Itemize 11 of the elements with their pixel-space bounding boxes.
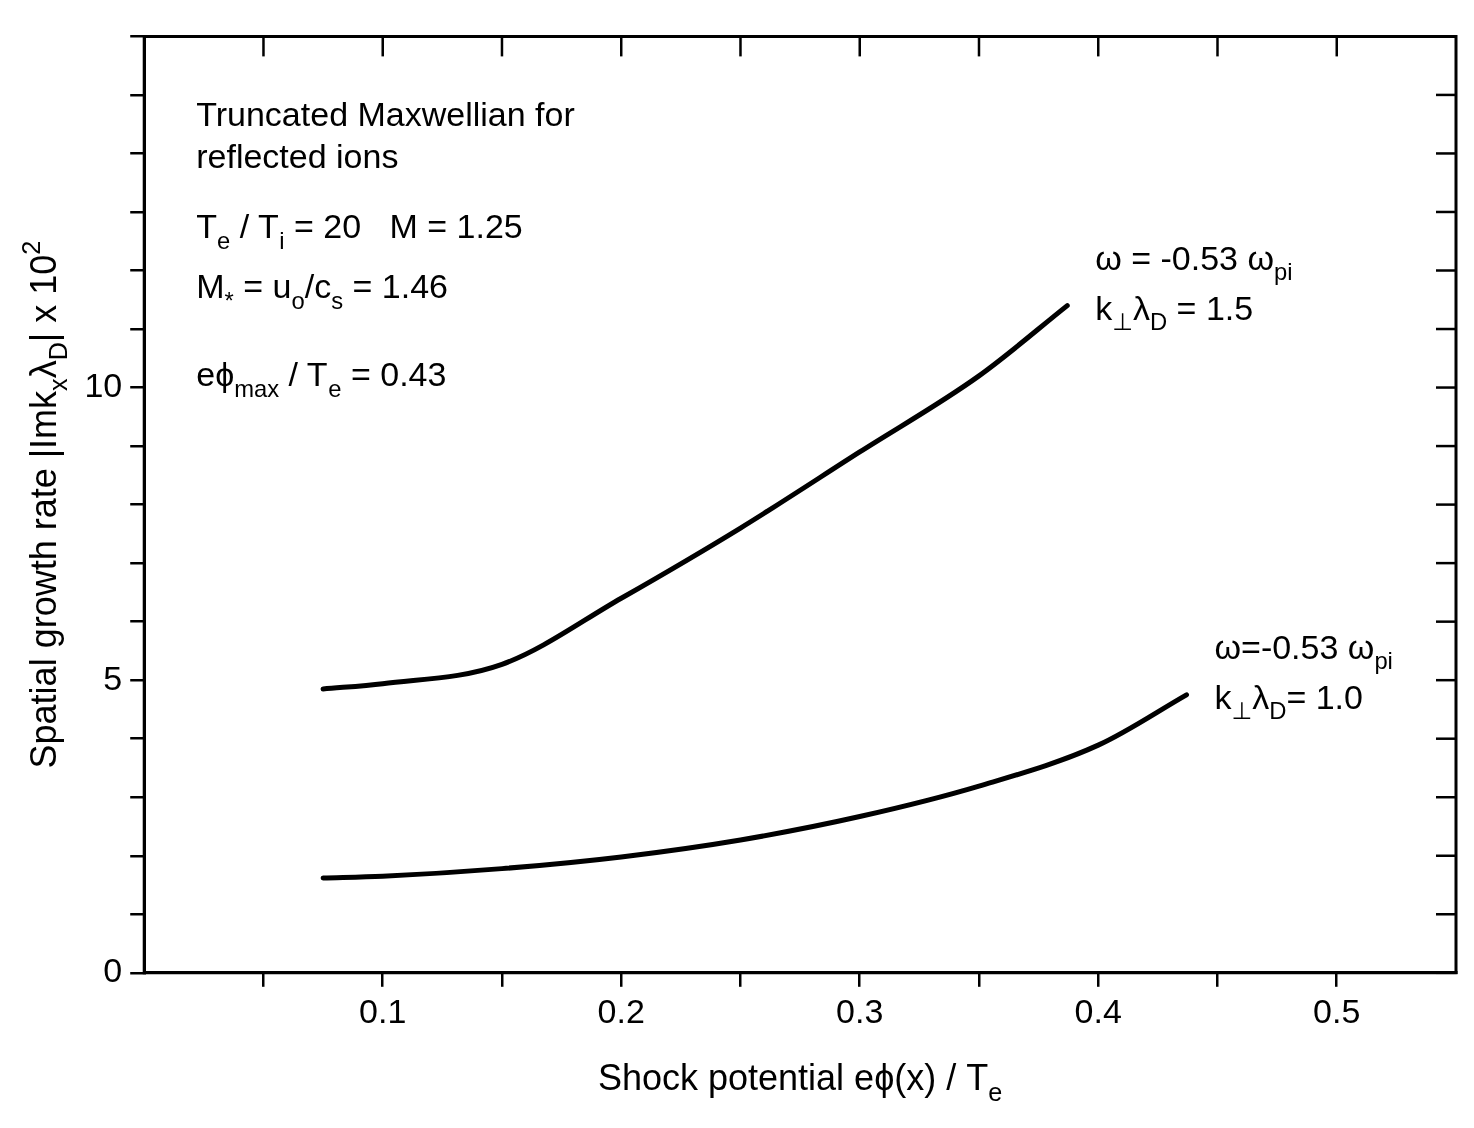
x-tick-label: 0.2 (597, 991, 645, 1030)
x-tick-label: 0.1 (359, 991, 407, 1030)
annotation: Truncated Maxwellian for (196, 95, 575, 134)
x-tick-label: 0.4 (1074, 991, 1122, 1030)
y-tick-label: 5 (103, 658, 123, 697)
y-tick-label: 0 (103, 951, 123, 990)
x-tick-label: 0.3 (836, 991, 884, 1030)
y-axis-title: Spatial growth rate |ImkxλD| x 102 (16, 240, 72, 769)
y-tick-label: 10 (84, 365, 123, 404)
x-tick-label: 0.5 (1313, 991, 1361, 1030)
annotation: reflected ions (196, 137, 399, 176)
